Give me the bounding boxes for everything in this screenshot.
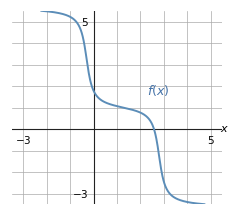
Text: $5$: $5$: [207, 134, 215, 146]
Text: $5$: $5$: [81, 15, 89, 28]
Text: $x$: $x$: [220, 124, 229, 134]
Text: $f(x)$: $f(x)$: [147, 83, 170, 98]
Text: $-3$: $-3$: [15, 134, 32, 146]
Text: $-3$: $-3$: [73, 187, 89, 200]
